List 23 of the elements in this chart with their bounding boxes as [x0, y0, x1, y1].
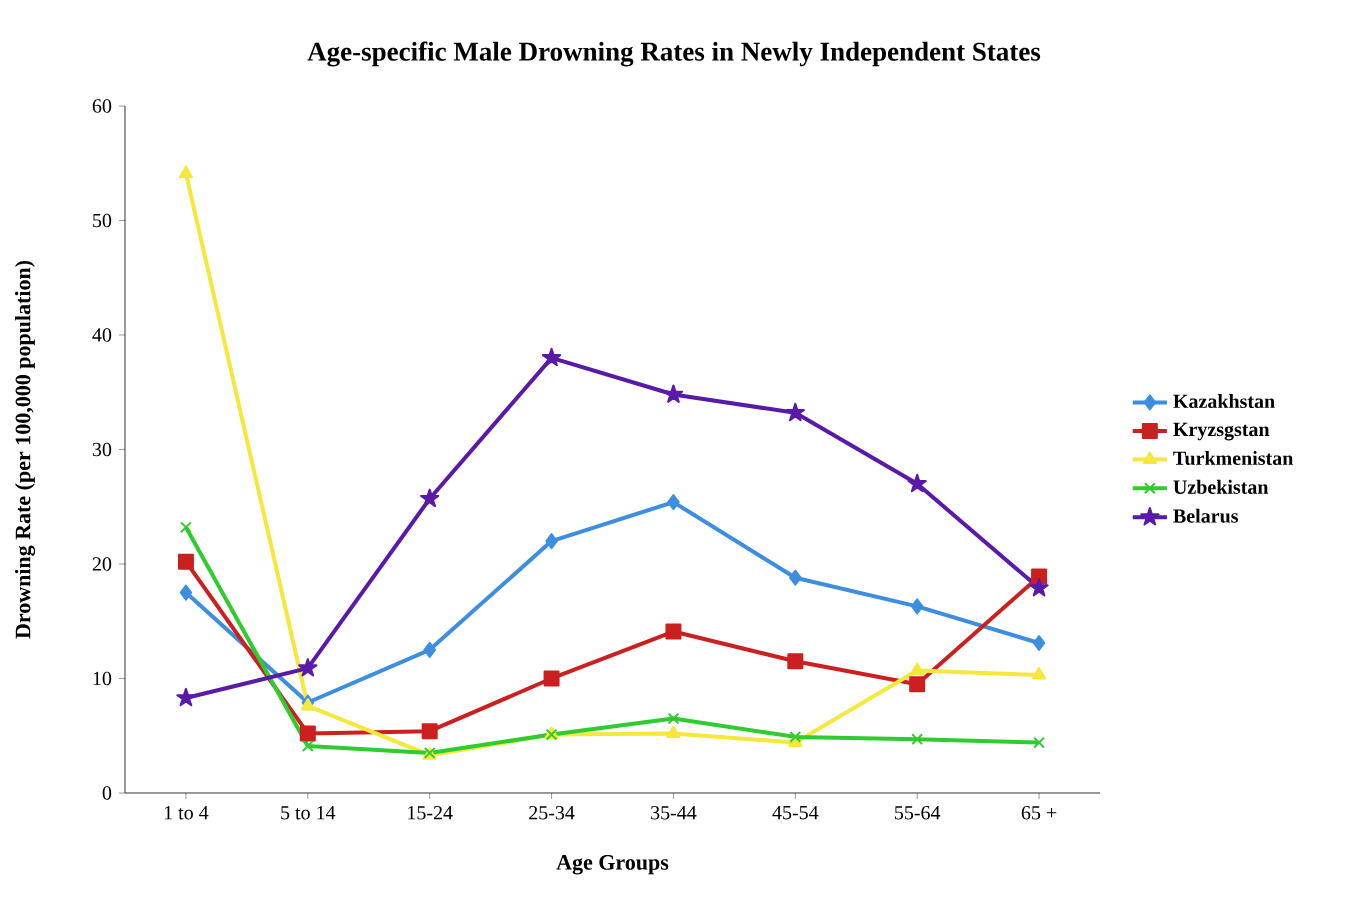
legend-label: Belarus — [1173, 508, 1239, 523]
x-tick-label: 1 to 4 — [164, 806, 209, 820]
x-tick-label: 55-64 — [895, 806, 941, 820]
y-tick-label: 20 — [92, 557, 112, 571]
x-axis-title: Age Groups — [556, 855, 669, 875]
y-tick-label: 50 — [93, 213, 112, 228]
y-tick-label: 10 — [93, 671, 112, 686]
x-tick-label: 15-24 — [408, 806, 453, 820]
chart-title: Age-specific Male Drowning Rates in Newly Independent States — [307, 41, 1041, 67]
legend-label: Kryzsgstan — [1173, 422, 1270, 441]
x-tick-label: 25-34 — [529, 806, 575, 820]
x-tick-label: 45-54 — [772, 806, 819, 820]
y-tick-label: 60 — [92, 99, 112, 113]
y-tick-label: 0 — [102, 786, 112, 800]
legend-label: Uzbekistan — [1173, 479, 1269, 494]
legend-label: Kazakhstan — [1173, 393, 1275, 409]
x-tick-label: 65 + — [1021, 806, 1057, 820]
legend-label: Turkmenistan — [1173, 450, 1294, 466]
y-tick-label: 40 — [92, 328, 112, 342]
y-tick-label: 30 — [92, 442, 112, 457]
x-tick-label: 5 to 14 — [281, 806, 336, 820]
y-axis-title: Drowning Rate (per 100,000 population) — [14, 260, 36, 639]
x-tick-label: 35-44 — [651, 806, 697, 820]
